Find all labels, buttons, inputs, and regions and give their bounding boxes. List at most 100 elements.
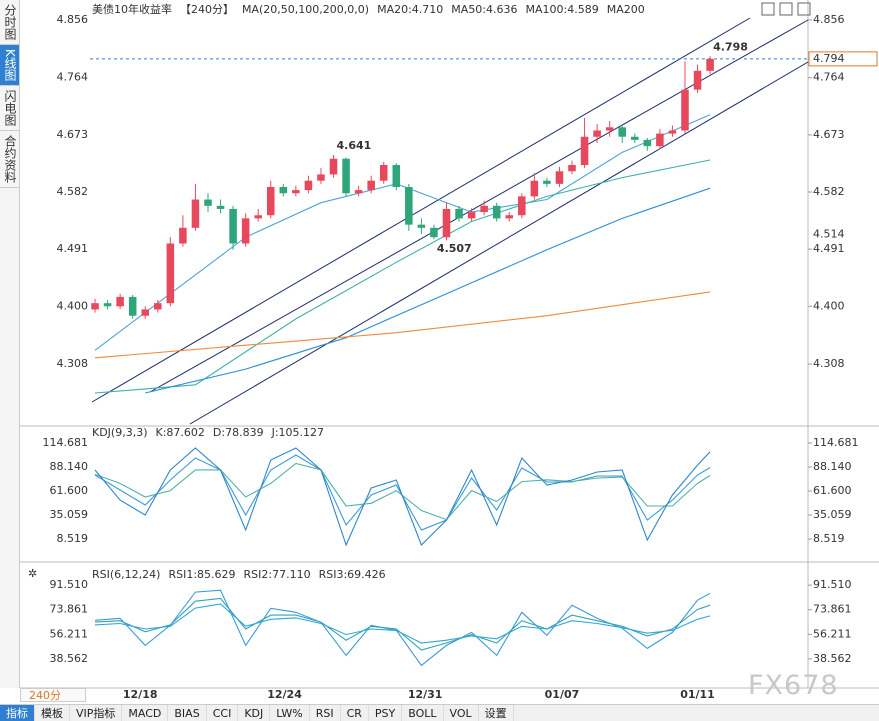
candle-body	[430, 227, 438, 238]
candle-body	[631, 136, 639, 140]
period-select[interactable]: 240分	[20, 688, 86, 702]
candle-body	[455, 208, 463, 219]
candle-body	[668, 130, 677, 134]
y-tick-label: 38.562	[50, 652, 89, 665]
sidebar: 分时图 K线图 闪电图 合约资料	[0, 0, 20, 688]
side-tab[interactable]: 合约资料	[0, 131, 19, 188]
candle-body	[593, 130, 601, 137]
y-tick-label: 4.582	[57, 185, 89, 198]
candle-body	[530, 180, 539, 197]
y-tick-label: 61.600	[813, 484, 852, 497]
y-tick-label: 4.491	[57, 242, 89, 255]
y-tick-label: 73.861	[813, 603, 852, 616]
side-tab[interactable]: K线图	[0, 45, 19, 86]
price-annotation: 4.507	[437, 242, 472, 255]
toolbar-button[interactable]: 指标	[0, 705, 35, 721]
legend-text: D:78.839	[213, 426, 264, 439]
y-tick-label: 114.681	[43, 436, 89, 449]
marker-price-label: 4.514	[813, 228, 845, 241]
y-tick-label: 4.582	[813, 185, 845, 198]
ma-line	[94, 159, 711, 394]
toolbar-button[interactable]: CR	[341, 705, 369, 721]
toolbar-button[interactable]: VIP指标	[70, 705, 123, 721]
candle-body	[116, 296, 124, 307]
legend-text: MA50:4.636	[451, 3, 517, 16]
y-tick-label: 8.519	[57, 532, 89, 545]
y-tick-label: 56.211	[813, 627, 852, 640]
channel-line	[91, 17, 751, 403]
legend-text: K:87.602	[156, 426, 205, 439]
y-tick-label: 4.764	[813, 71, 845, 84]
candle-body	[354, 190, 363, 194]
candle-body	[693, 70, 702, 90]
icon-button[interactable]	[779, 2, 793, 16]
legend-text: J:105.127	[271, 426, 324, 439]
candle-body	[442, 208, 451, 238]
x-tick-label: 01/07	[545, 688, 580, 701]
price-annotation: 4.641	[337, 139, 372, 152]
toolbar-button[interactable]: BIAS	[168, 705, 207, 721]
toolbar-button[interactable]: CCI	[207, 705, 239, 721]
toolbar-button[interactable]: BOLL	[402, 705, 444, 721]
y-tick-label: 4.856	[57, 13, 89, 26]
toolbar-button[interactable]: MACD	[122, 705, 169, 721]
y-tick-label: 4.400	[813, 299, 845, 312]
icon-button[interactable]	[797, 2, 811, 16]
candle-body	[681, 89, 689, 131]
candle-body	[580, 136, 589, 166]
legend-text: KDJ(9,3,3)	[92, 426, 148, 439]
toolbar-button[interactable]: 设置	[479, 705, 514, 721]
side-tab[interactable]: 闪电图	[0, 86, 19, 131]
x-tick-label: 01/11	[680, 688, 715, 701]
toolbar-button[interactable]: PSY	[369, 705, 403, 721]
candle-body	[618, 127, 626, 137]
candle-body	[229, 208, 237, 244]
side-tab[interactable]: 分时图	[0, 0, 19, 45]
indicator-line	[94, 603, 711, 644]
candle-body	[329, 158, 338, 175]
y-tick-label: 91.510	[813, 578, 852, 591]
candle-body	[154, 303, 162, 310]
icon-button[interactable]	[761, 2, 775, 16]
candle-body	[317, 174, 325, 181]
candle-body	[241, 218, 250, 244]
toolbar-button[interactable]: LW%	[270, 705, 310, 721]
candle-body	[405, 186, 413, 225]
legend-text: MA(20,50,100,200,0,0)	[242, 3, 369, 16]
toolbar-button[interactable]: KDJ	[238, 705, 271, 721]
candle-body	[543, 180, 551, 184]
toolbar-button[interactable]: RSI	[310, 705, 341, 721]
legend-text: 美债10年收益率	[92, 2, 172, 16]
candle-body	[103, 303, 112, 307]
y-tick-label: 4.673	[813, 128, 845, 141]
settings-icon[interactable]: ✲	[28, 567, 37, 580]
candle-body	[179, 227, 187, 244]
candle-body	[292, 190, 300, 194]
toolbar-button[interactable]: 模板	[35, 705, 70, 721]
candle-body	[304, 180, 313, 191]
y-tick-label: 38.562	[813, 652, 852, 665]
candle-body	[643, 139, 652, 147]
indicator-line	[94, 462, 711, 521]
candle-body	[91, 303, 99, 310]
watermark: FX678	[748, 670, 839, 701]
indicator-line	[94, 597, 711, 651]
candle-body	[279, 186, 288, 194]
y-tick-label: 114.681	[813, 436, 859, 449]
candle-body	[555, 171, 564, 184]
indicator-line	[94, 447, 711, 547]
candle-body	[216, 205, 225, 209]
price-annotation: 4.798	[713, 40, 748, 53]
legend-text: RSI3:69.426	[319, 568, 386, 581]
toolbar-button[interactable]: VOL	[444, 705, 479, 721]
candle-body	[379, 165, 388, 181]
y-tick-label: 56.211	[50, 627, 89, 640]
y-tick-label: 91.510	[50, 578, 89, 591]
channel-line	[149, 19, 809, 393]
channel-line	[189, 61, 809, 425]
y-tick-label: 4.764	[57, 71, 89, 84]
candle-body	[518, 196, 526, 216]
candle-body	[505, 215, 514, 219]
